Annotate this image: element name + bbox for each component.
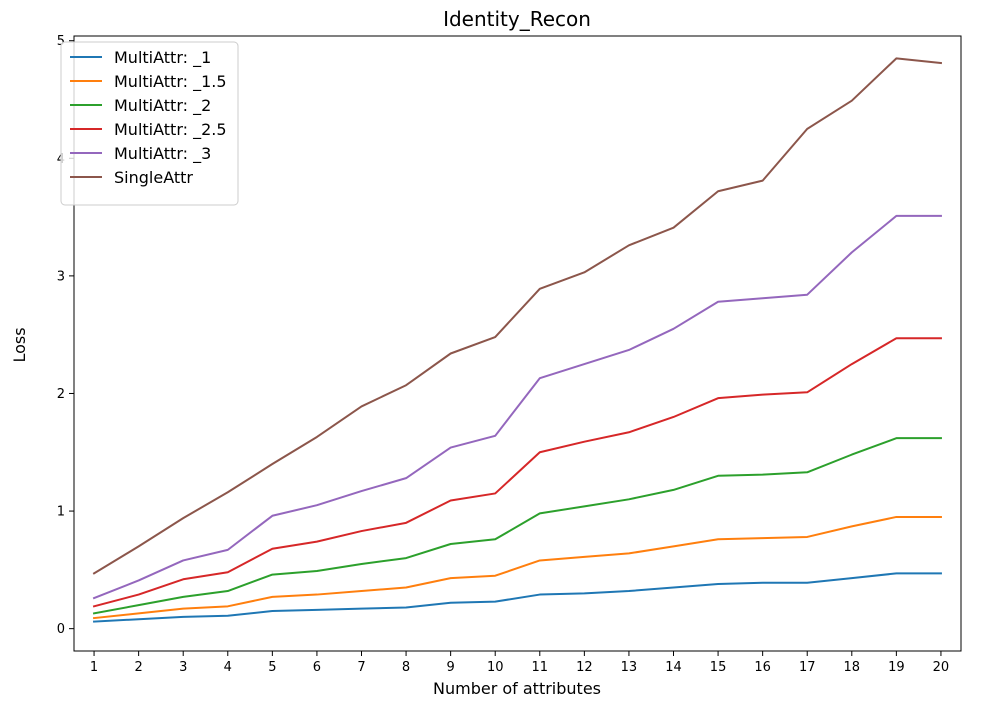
x-tick-label: 6 <box>313 660 321 675</box>
chart-title: Identity_Recon <box>443 7 591 31</box>
legend: MultiAttr: _1 MultiAttr: _1.5 MultiAttr: _… <box>60 41 239 206</box>
series-line-2 <box>92 437 942 615</box>
x-tick-label: 14 <box>665 660 682 675</box>
x-tick-label: 20 <box>933 660 950 675</box>
series-line-0 <box>93 572 942 623</box>
y-tick-label: 5 <box>57 34 65 49</box>
x-tick-label: 8 <box>402 660 410 675</box>
legend-label-0: MultiAttr: _1 <box>114 48 211 68</box>
y-tick-label: 0 <box>57 622 65 637</box>
series-lines <box>92 57 943 623</box>
y-tick-label: 1 <box>57 505 65 520</box>
legend-label-1: MultiAttr: _1.5 <box>114 72 227 92</box>
x-tick-label: 3 <box>179 660 187 675</box>
x-tick-label: 12 <box>576 660 593 675</box>
x-axis-ticks: 1 2 3 4 5 6 7 8 9 10 11 12 13 14 15 16 17 18 19 20 <box>90 651 949 675</box>
x-tick-label: 4 <box>224 660 232 675</box>
x-tick-label: 15 <box>710 660 727 675</box>
x-tick-label: 11 <box>532 660 549 675</box>
legend-box <box>60 41 239 206</box>
x-tick-label: 17 <box>799 660 816 675</box>
legend-label-5: SingleAttr <box>114 168 193 187</box>
y-tick-label: 3 <box>57 269 65 284</box>
x-tick-label: 16 <box>754 660 771 675</box>
series-line-3 <box>92 337 942 608</box>
y-axis-label: Loss <box>10 327 29 362</box>
x-tick-label: 9 <box>447 660 455 675</box>
legend-label-2: MultiAttr: _2 <box>114 96 211 116</box>
x-tick-label: 10 <box>487 660 504 675</box>
x-tick-label: 7 <box>357 660 365 675</box>
x-tick-label: 13 <box>621 660 638 675</box>
series-line-5 <box>92 57 943 575</box>
x-tick-label: 5 <box>268 660 276 675</box>
x-tick-label: 1 <box>90 660 98 675</box>
series-line-1 <box>92 515 942 620</box>
x-axis-label: Number of attributes <box>433 679 601 698</box>
y-tick-label: 2 <box>57 387 65 402</box>
x-tick-label: 19 <box>888 660 905 675</box>
series-line-4 <box>92 214 942 600</box>
plot-area-frame <box>73 35 962 652</box>
x-tick-label: 2 <box>134 660 142 675</box>
legend-label-4: MultiAttr: _3 <box>114 144 211 164</box>
legend-label-3: MultiAttr: _2.5 <box>114 120 227 140</box>
x-tick-label: 18 <box>844 660 861 675</box>
